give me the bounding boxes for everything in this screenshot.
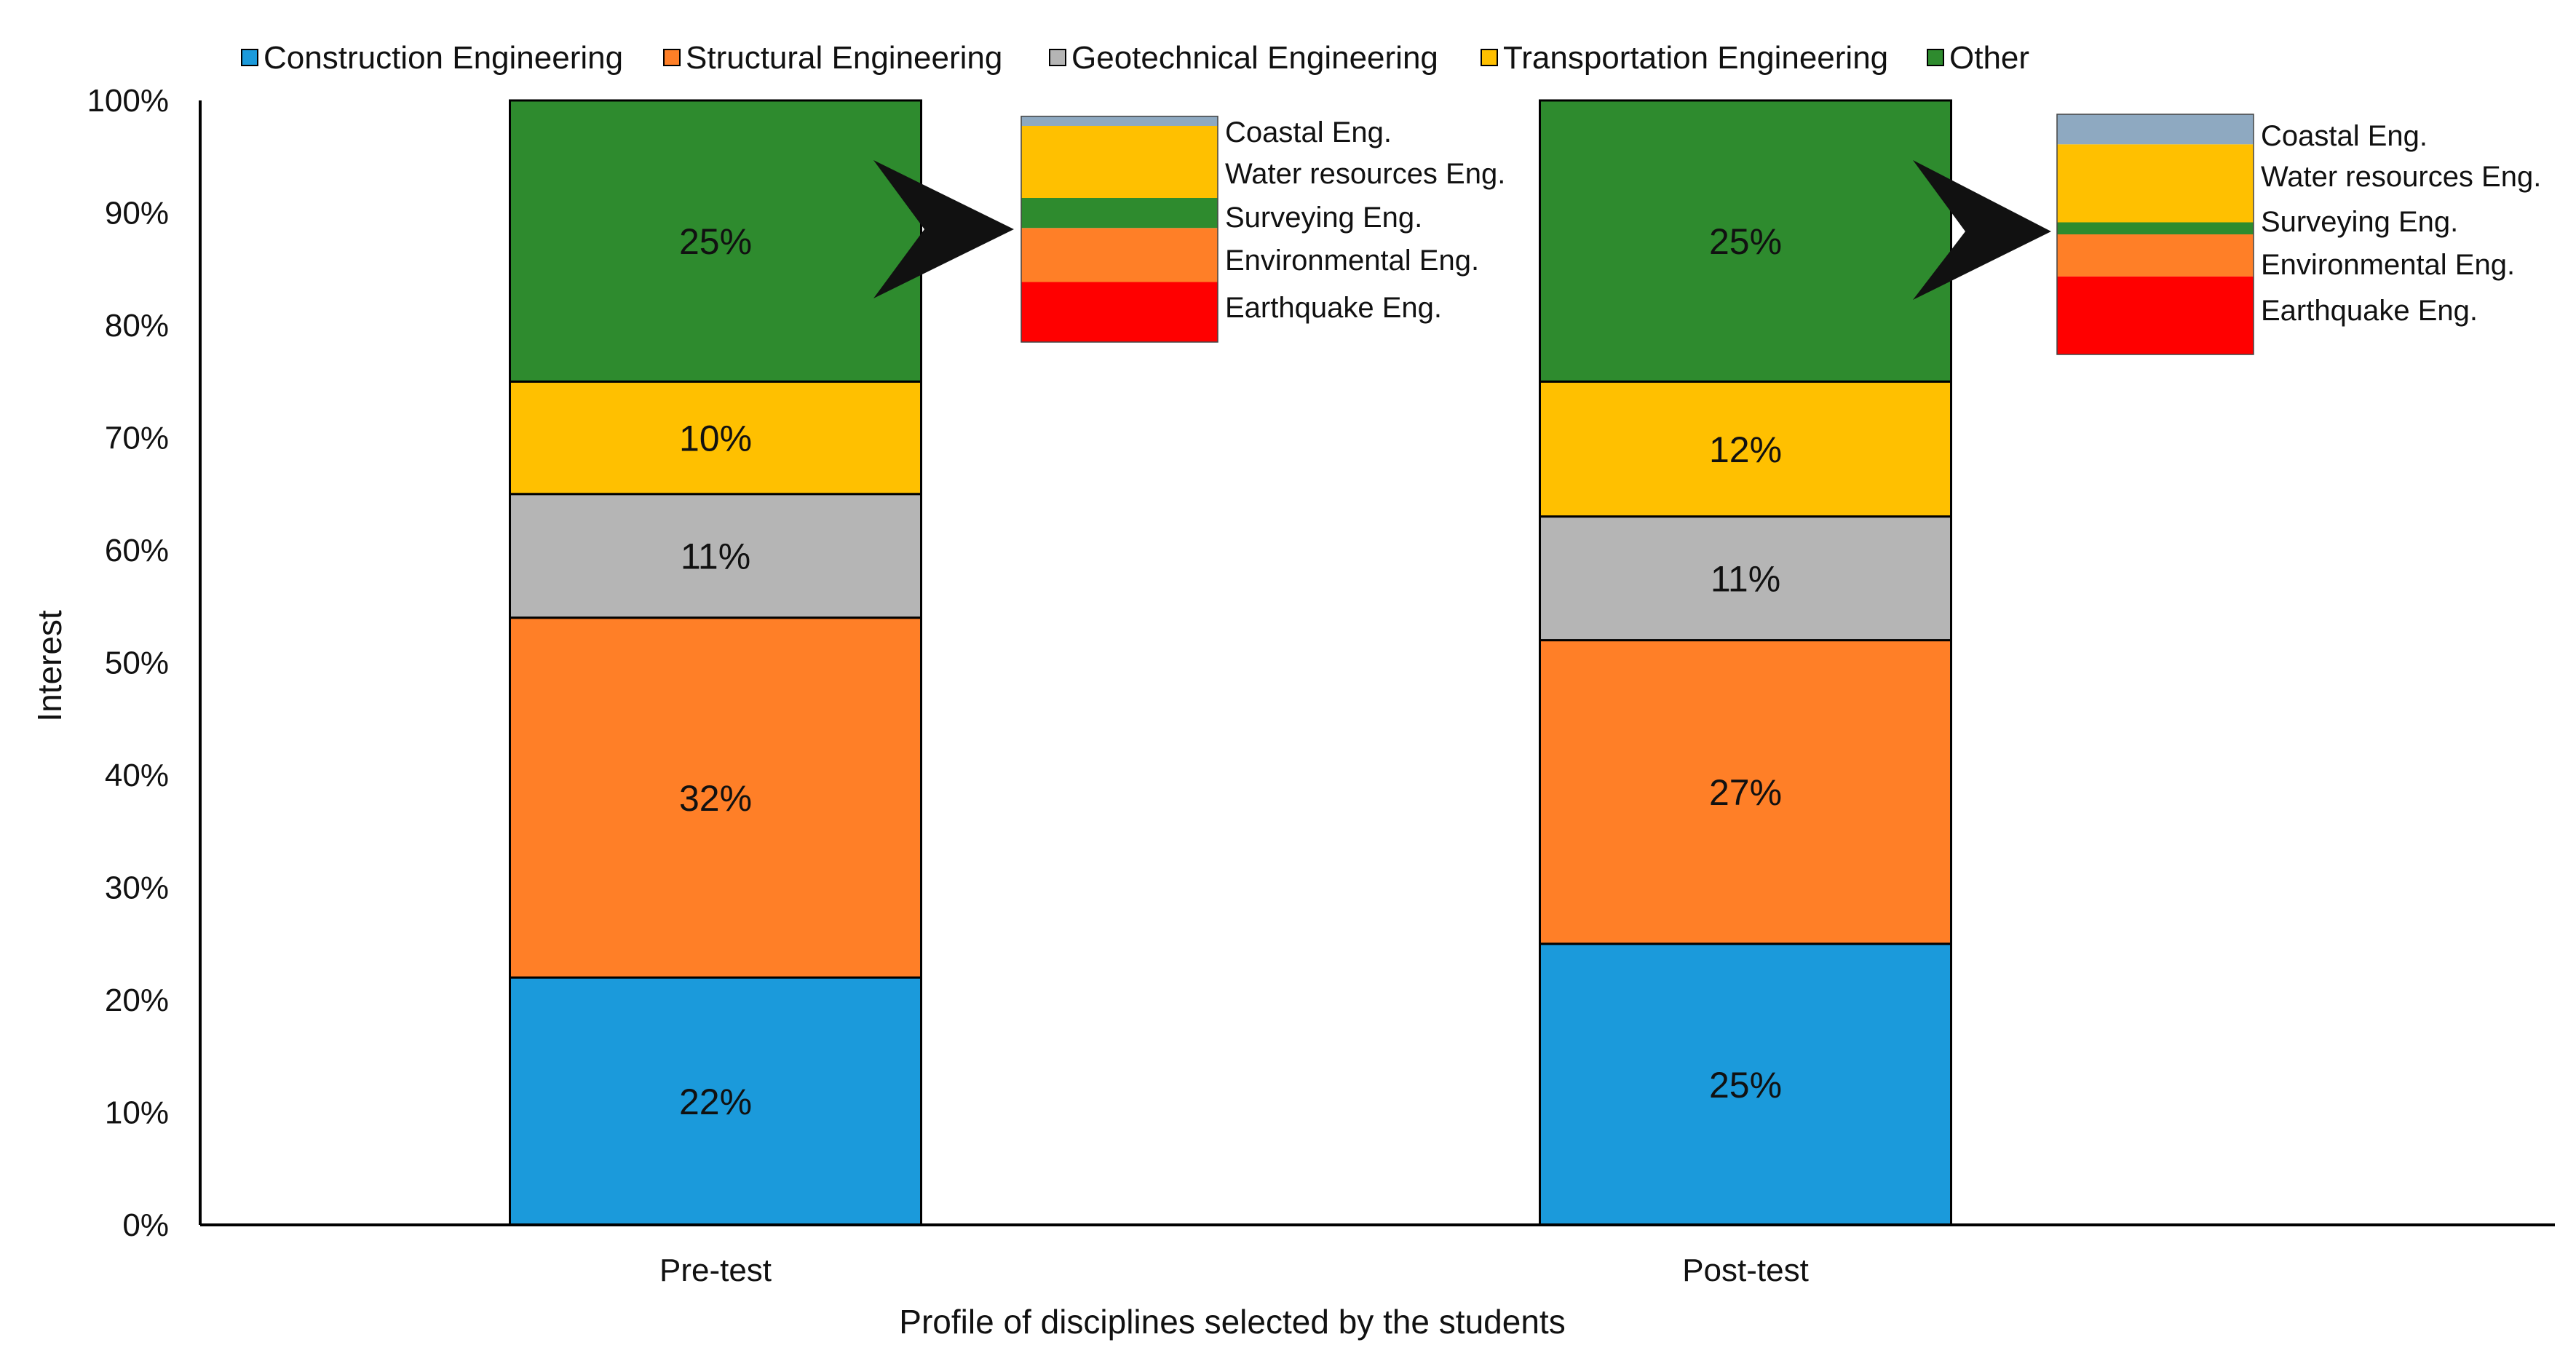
x-tick-label: Pre-test	[659, 1253, 772, 1288]
inset-segment	[1021, 198, 1218, 229]
inset-outline	[2056, 114, 2254, 355]
data-label: 25%	[1709, 1065, 1782, 1106]
data-label: 12%	[1709, 429, 1782, 470]
inset-label: Water resources Eng.	[2261, 161, 2541, 193]
legend-label: Transportation Engineering	[1503, 40, 1888, 76]
y-axis-ticks: 0% 10% 20% 30% 40% 50% 60% 70% 80% 90% 100%	[87, 83, 169, 1243]
legend-label: Construction Engineering	[263, 40, 623, 76]
bar-segment	[1539, 639, 1952, 945]
data-label: 10%	[679, 418, 752, 459]
inset-label: Coastal Eng.	[2261, 120, 2428, 152]
bar-segment	[1539, 99, 1952, 383]
bars: 22% 32% 11% 10% 25% 25% 27% 11% 12% 25%	[509, 99, 1952, 1226]
inset-label: Coastal Eng.	[1225, 116, 1392, 148]
y-tick-label: 50%	[105, 646, 169, 681]
inset-label: Surveying Eng.	[2261, 206, 2458, 238]
x-tick-label: Post-test	[1682, 1253, 1809, 1288]
pointer-arrow-icon	[873, 160, 1014, 298]
data-label: 27%	[1709, 772, 1782, 813]
legend-swatch	[241, 49, 258, 66]
y-tick-label: 80%	[105, 308, 169, 344]
legend-swatch	[1049, 49, 1066, 66]
y-tick-label: 40%	[105, 758, 169, 793]
inset-outline	[1021, 116, 1218, 343]
inset-label: Environmental Eng.	[2261, 249, 2515, 281]
data-label: 32%	[679, 778, 752, 819]
data-label: 11%	[681, 536, 750, 577]
bar-segment	[509, 976, 922, 1226]
bar-segment	[509, 99, 922, 383]
inset-segment	[1021, 228, 1218, 282]
y-tick-label: 60%	[105, 533, 169, 568]
inset-segment	[2057, 234, 2254, 277]
legend-swatch	[663, 49, 681, 66]
legend: Construction Engineering Structural Engin…	[241, 40, 2029, 76]
legend-label: Other	[1949, 40, 2029, 76]
y-tick-label: 20%	[105, 983, 169, 1018]
legend-swatch	[1481, 49, 1498, 66]
bar-segment	[509, 493, 922, 619]
inset-segment	[2057, 144, 2254, 223]
inset-label: Earthquake Eng.	[1225, 292, 1442, 324]
inset-segment	[2057, 114, 2254, 145]
x-axis-title: Profile of disciplines selected by the s…	[899, 1303, 1565, 1341]
y-tick-label: 30%	[105, 870, 169, 906]
other-breakdown-insets: Earthquake Eng. Environmental Eng. Surveyi…	[873, 114, 2541, 355]
inset-segment	[1021, 126, 1218, 198]
inset-segment	[2057, 222, 2254, 234]
inset-label: Earthquake Eng.	[2261, 295, 2478, 327]
inset-segment	[1021, 116, 1218, 126]
legend-label: Structural Engineering	[686, 40, 1002, 76]
bar-segment	[1539, 380, 1952, 518]
inset-segment	[2057, 276, 2254, 354]
data-label: 25%	[679, 221, 752, 262]
bar-segment	[1539, 943, 1952, 1226]
y-tick-label: 100%	[87, 83, 169, 119]
pointer-arrow-icon	[1913, 160, 2051, 300]
bar-segment	[509, 380, 922, 496]
y-tick-label: 90%	[105, 196, 169, 231]
data-label: 11%	[1711, 559, 1780, 600]
inset-label: Water resources Eng.	[1225, 158, 1505, 190]
bar-segment	[1539, 515, 1952, 642]
inset-segment	[1021, 282, 1218, 342]
x-axis-ticks: Pre-test Post-test	[659, 1253, 1809, 1288]
data-label: 22%	[679, 1082, 752, 1122]
inset-label: Surveying Eng.	[1225, 202, 1422, 234]
inset-label: Environmental Eng.	[1225, 245, 1479, 277]
data-label: 25%	[1709, 221, 1782, 262]
y-tick-label: 0%	[122, 1207, 169, 1243]
legend-label: Geotechnical Engineering	[1071, 40, 1438, 76]
legend-swatch	[1927, 49, 1944, 66]
y-axis-title: Interest	[31, 610, 68, 722]
y-tick-label: 10%	[105, 1095, 169, 1131]
y-tick-label: 70%	[105, 421, 169, 456]
